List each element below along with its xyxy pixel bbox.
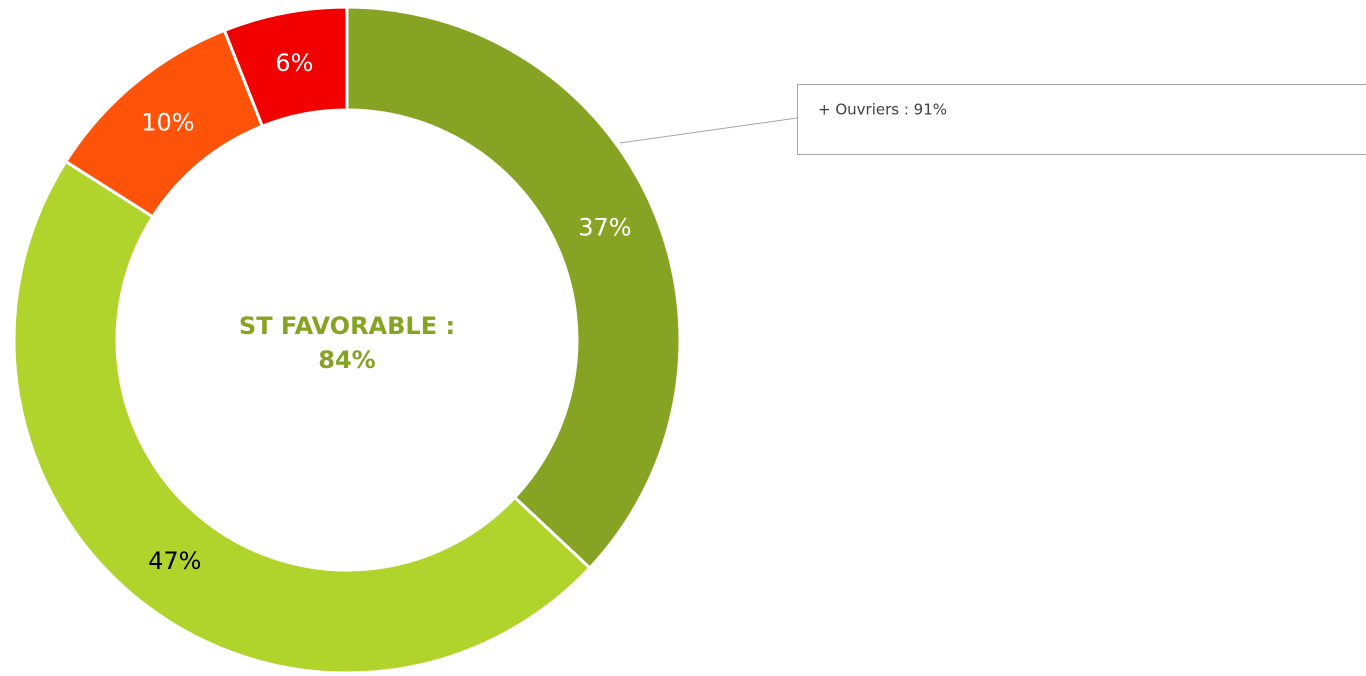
annotation: + Ouvriers : 91% <box>818 101 947 119</box>
data-label: 37% <box>578 213 631 241</box>
center-label: ST FAVORABLE : <box>239 312 455 340</box>
donut-slice <box>14 162 590 672</box>
leader-line <box>620 118 797 143</box>
annotation-box <box>798 85 1366 155</box>
donut-slice <box>347 7 680 568</box>
data-label: 6% <box>275 49 313 77</box>
center-label: 84% <box>318 346 375 374</box>
data-label: 10% <box>141 108 194 136</box>
data-label: 47% <box>148 547 201 575</box>
